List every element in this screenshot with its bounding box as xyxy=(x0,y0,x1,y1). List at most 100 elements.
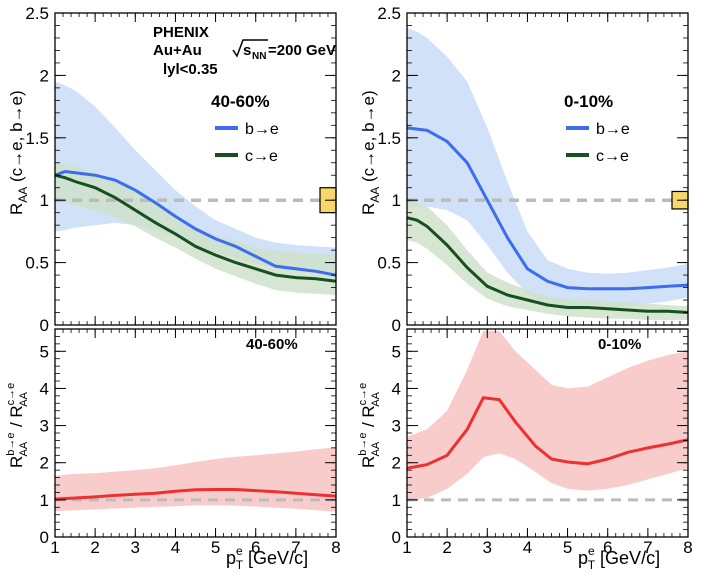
right-ratio-ylabel-sup1: b→e xyxy=(357,432,369,455)
left-ratio-xtick-label: 3 xyxy=(131,538,140,557)
right-ratio-xtick-label: 3 xyxy=(483,538,492,557)
right-legend-b-label: b→e xyxy=(596,121,630,138)
right-raa-ytick-label: 1.5 xyxy=(377,129,401,148)
left-ratio-xtick-label: 1 xyxy=(50,538,59,557)
right-ratio-xtick-label: 7 xyxy=(643,538,652,557)
right-xlabel-main: p xyxy=(578,548,588,568)
left-raa-panel: 00.511.522.5 PHENIX Au+Au s NN =200 GeV … xyxy=(7,4,337,335)
right-raa-bands xyxy=(407,28,688,320)
left-ratio-bands xyxy=(55,447,336,512)
left-ratio-ylabel-sub1: AA xyxy=(18,441,30,456)
right-xlabel-units: [GeV/c] xyxy=(595,548,660,568)
left-ratio-ytick-label: 3 xyxy=(40,417,49,436)
left-centrality-label: 40-60% xyxy=(211,92,270,111)
left-raa-ytick-label: 0 xyxy=(40,316,49,335)
right-ratio-ytick-label: 1 xyxy=(392,491,401,510)
right-b-band xyxy=(407,28,688,310)
right-ratio-lines xyxy=(407,396,688,470)
left-ratio-ytick-label: 0 xyxy=(40,528,49,547)
left-ratio-xtick-label: 7 xyxy=(291,538,300,557)
right-raa-plot xyxy=(407,28,688,320)
left-raa-ylabel: RAA (c→e, b→e) xyxy=(7,90,30,215)
left-ratio-ytick-label: 1 xyxy=(40,491,49,510)
left-legend-c-label: c→e xyxy=(245,148,278,165)
left-ratio-ylabel-slash: / xyxy=(7,418,26,432)
left-xlabel-units: [GeV/c] xyxy=(243,548,308,568)
left-ratio-xtick-label: 8 xyxy=(331,538,340,557)
left-ratio-ytick-label: 5 xyxy=(40,342,49,361)
left-xlabel: pe T [GeV/c] xyxy=(226,544,308,572)
system-label: Au+Au xyxy=(153,42,202,59)
left-ratio-ylabel-sup2: c→e xyxy=(5,383,17,406)
left-c-line xyxy=(55,173,336,283)
right-ratio-ylabel-slash: / xyxy=(359,418,378,432)
left-ratio-ylabel-sub2: AA xyxy=(18,391,30,406)
left-raa-ytick-label: 0.5 xyxy=(25,254,49,273)
right-raa-ytick-label: 1 xyxy=(392,191,401,210)
left-ratio-ytick-label: 2 xyxy=(40,454,49,473)
right-ratio-ytick-label: 3 xyxy=(392,417,401,436)
right-raa-ticks: 0 0.5 1 1.5 2 2.5 xyxy=(377,4,689,335)
sqrt-radical-icon xyxy=(232,39,268,58)
left-raa-ylabel-rest: (c→e, b→e) xyxy=(7,90,26,186)
left-raa-plot xyxy=(55,81,336,295)
right-ratio-band xyxy=(407,330,688,500)
right-xlabel-sub: T xyxy=(588,558,596,572)
right-raa-ylabel: RAA (c→e, b→e) xyxy=(359,90,382,215)
right-raa-ylabel-main: R xyxy=(359,203,378,215)
left-legend-b-label: b→e xyxy=(245,121,279,138)
left-xlabel-sup: e xyxy=(236,544,243,558)
right-ratio-line xyxy=(407,396,688,470)
rapidity-label: lyl<0.35 xyxy=(163,61,218,78)
right-raa-ytick-label: 0.5 xyxy=(377,254,401,273)
right-c-band xyxy=(407,200,688,320)
right-raa-frame xyxy=(406,12,689,326)
right-ratio-ytick-label: 5 xyxy=(392,342,401,361)
energy-value-label: =200 GeV xyxy=(268,42,336,59)
left-raa-frame xyxy=(54,12,337,326)
left-ratio-band xyxy=(55,447,336,512)
left-ratio-centrality-label: 40-60% xyxy=(246,336,298,353)
right-ratio-xtick-label: 4 xyxy=(523,538,532,557)
left-ratio-xtick-label: 4 xyxy=(171,538,180,557)
right-ratio-ylabel-r2: R xyxy=(359,405,378,417)
right-b-line xyxy=(407,126,688,291)
right-ratio-plot xyxy=(407,330,688,502)
left-xlabel-sub: T xyxy=(236,558,244,572)
left-raa-lines xyxy=(55,169,336,283)
left-raa-ylabel-sub: AA xyxy=(16,187,30,203)
right-ratio-ylabel-sub2: AA xyxy=(370,391,382,406)
left-raa-ticks: 0 0.5 1 1.5 2 2.5 xyxy=(25,4,337,335)
energy-sqrt-label: s xyxy=(243,42,251,59)
left-xlabel-main: p xyxy=(226,548,236,568)
right-ratio-ylabel-sup2: c→e xyxy=(357,383,369,406)
right-ratio-ylabel-sub1: AA xyxy=(370,441,382,456)
left-raa-ylabel-main: R xyxy=(7,203,26,215)
right-legend: b→e c→e xyxy=(566,121,630,165)
right-ratio-ytick-label: 0 xyxy=(392,528,401,547)
left-ratio-line xyxy=(55,488,336,501)
right-ratio-xtick-label: 6 xyxy=(603,538,612,557)
right-ratio-xtick-label: 8 xyxy=(683,538,692,557)
right-ratio-xtick-label: 2 xyxy=(442,538,451,557)
left-ratio-ytick-label: 4 xyxy=(40,379,49,398)
left-raa-ytick-label: 2 xyxy=(40,66,49,85)
left-b-line xyxy=(55,169,336,277)
right-xlabel: pe T [GeV/c] xyxy=(578,544,660,572)
right-ratio-bands xyxy=(407,330,688,500)
left-legend: b→e c→e xyxy=(215,121,279,165)
right-ratio-ytick-label: 4 xyxy=(392,379,401,398)
right-raa-lines xyxy=(407,126,688,314)
right-ratio-ytick-label: 2 xyxy=(392,454,401,473)
experiment-label: PHENIX xyxy=(153,24,209,41)
right-raa-ylabel-rest: (c→e, b→e) xyxy=(359,90,378,186)
right-ratio-xtick-label: 1 xyxy=(402,538,411,557)
left-ratio-xtick-label: 2 xyxy=(90,538,99,557)
left-ratio-xtick-label: 5 xyxy=(211,538,220,557)
left-ratio-plot xyxy=(55,447,336,512)
left-ratio-ylabel-r2: R xyxy=(7,405,26,417)
